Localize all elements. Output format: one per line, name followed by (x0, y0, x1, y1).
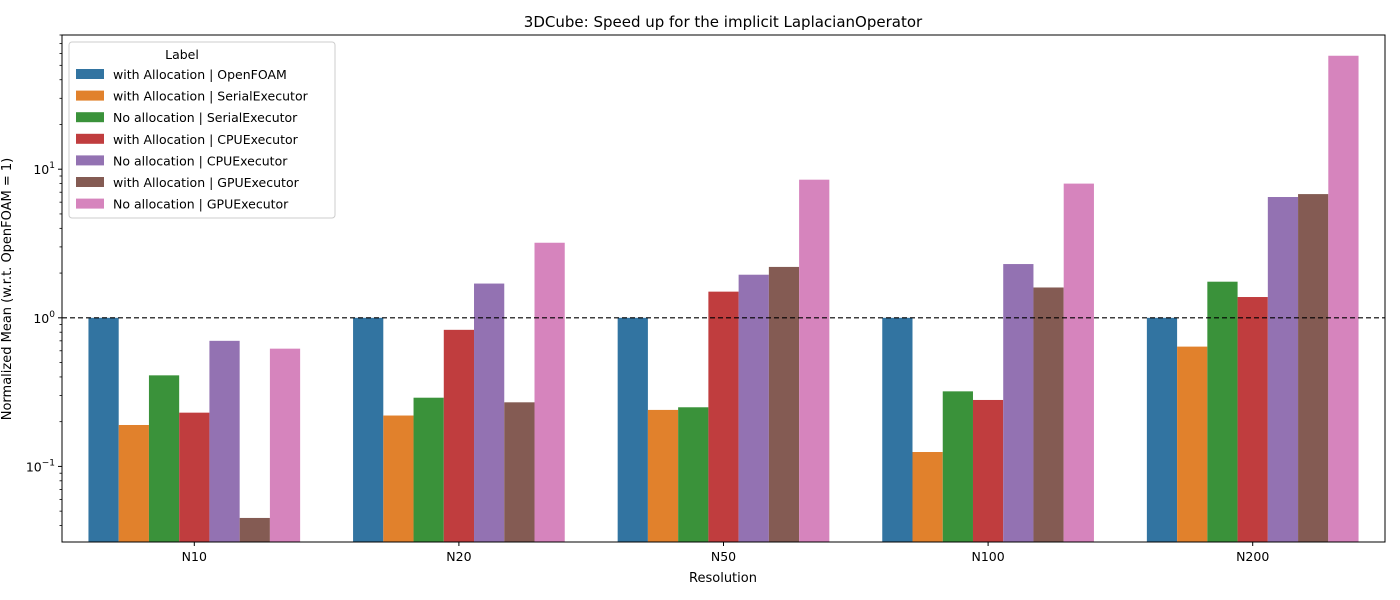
bars-layer (88, 55, 1359, 543)
bar-s5-n10 (239, 517, 270, 542)
legend-entry-label: with Allocation | OpenFOAM (113, 67, 287, 82)
bar-s0-n50 (617, 317, 648, 542)
bar-s5-n20 (504, 402, 535, 542)
bar-s1-n200 (1177, 346, 1208, 542)
bar-s3-n50 (708, 291, 739, 542)
legend-entry-label: No allocation | GPUExecutor (113, 197, 289, 212)
bar-s6-n10 (269, 348, 301, 542)
bar-s2-n100 (942, 391, 973, 542)
y-tick-label: 101 (33, 161, 55, 177)
chart-title: 3DCube: Speed up for the implicit Laplac… (524, 13, 923, 31)
bar-s6-n100 (1063, 183, 1094, 543)
legend-swatch (76, 177, 104, 187)
y-axis: 10−1 100 101 (26, 34, 62, 526)
bar-s5-n200 (1298, 194, 1329, 542)
bar-s6-n200 (1328, 55, 1359, 542)
legend-swatch (76, 90, 104, 101)
legend-entry-label: with Allocation | SerialExecutor (113, 89, 309, 104)
bar-s2-n10 (148, 375, 180, 542)
bar-s0-n100 (882, 317, 913, 542)
x-axis-label: Resolution (689, 571, 757, 586)
bar-s4-n100 (1003, 264, 1034, 542)
y-tick-label: 10−1 (26, 458, 55, 474)
legend-swatch (76, 198, 104, 209)
bar-s3-n200 (1237, 297, 1268, 542)
bar-s2-n20 (413, 397, 444, 542)
bar-s1-n100 (912, 452, 943, 542)
bar-s4-n20 (474, 283, 505, 542)
legend-box (68, 41, 336, 219)
bar-s4-n200 (1267, 197, 1299, 542)
x-tick-label: N10 (182, 549, 207, 564)
bar-s2-n200 (1207, 281, 1238, 542)
legend-entry-label: No allocation | CPUExecutor (113, 153, 288, 168)
x-tick-label: N200 (1236, 549, 1269, 564)
legend-entry-label: with Allocation | CPUExecutor (113, 132, 299, 147)
bar-s0-n200 (1146, 317, 1178, 542)
legend: Label with Allocation | OpenFOAM with Allo… (68, 41, 336, 219)
legend-title: Label (165, 47, 199, 62)
legend-swatch (76, 133, 104, 144)
bar-s3-n20 (443, 329, 475, 542)
bar-s5-n50 (768, 266, 800, 542)
legend-entry-label: No allocation | SerialExecutor (113, 110, 298, 125)
bar-s0-n20 (353, 317, 384, 542)
bar-s2-n50 (678, 407, 709, 542)
legend-swatch (76, 112, 104, 123)
legend-swatch (76, 155, 104, 166)
legend-swatch (76, 69, 104, 79)
legend-entry-label: with Allocation | GPUExecutor (113, 175, 300, 190)
bar-s3-n10 (179, 412, 210, 542)
bar-s5-n100 (1033, 287, 1064, 542)
x-tick-label: N50 (711, 549, 736, 564)
x-tick-label: N100 (971, 549, 1004, 564)
bar-s4-n50 (738, 274, 769, 542)
y-axis-label: Normalized Mean (w.r.t. OpenFOAM = 1) (0, 158, 15, 421)
bar-s6-n50 (799, 179, 830, 542)
bar-s1-n50 (647, 409, 679, 542)
bar-s1-n20 (383, 415, 414, 542)
x-axis: N10 N20 N50 N100 N200 (182, 542, 1269, 564)
bar-s6-n20 (534, 242, 565, 543)
bar-s4-n10 (209, 340, 240, 542)
x-tick-label: N20 (446, 549, 471, 564)
y-tick-label: 100 (33, 310, 55, 326)
bar-s0-n10 (88, 317, 119, 542)
bar-s3-n100 (972, 399, 1004, 542)
bar-s1-n10 (118, 424, 149, 542)
